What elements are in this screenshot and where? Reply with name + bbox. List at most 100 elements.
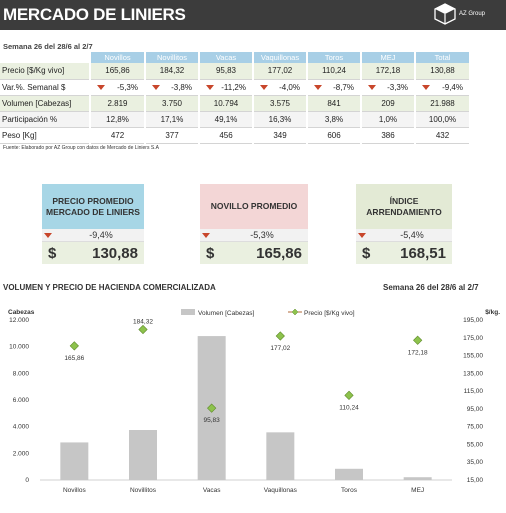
y-tick-right: 55,00 (467, 441, 484, 448)
column-header: Total (414, 52, 469, 63)
down-arrow-icon (368, 84, 376, 90)
az-group-logo-icon (434, 3, 456, 25)
y-tick-left: 12.000 (9, 317, 29, 324)
week-label: Semana 26 del 28/6 al 2/7 (3, 42, 93, 51)
row-label: Volumen [Cabezas] (0, 95, 90, 112)
table-row-variation: Var.%. Semanal $ -5,3% -3,8% -11,2% -4,0… (0, 79, 469, 96)
y-tick-left: 4.000 (13, 424, 30, 431)
volume-price-chart: Cabezas $/kg. 0 2.000 4.000 6.000 8.000 10.000 1… (8, 308, 500, 494)
table-cell: -4,0% (252, 79, 307, 96)
card-variation: -5,3% (200, 229, 308, 242)
price-data-label: 172,18 (408, 349, 428, 356)
card-variation-value: -5,3% (250, 230, 274, 240)
table-cell: 456 (198, 127, 253, 144)
y-tick-right: 115,00 (464, 388, 484, 395)
price-marker (138, 324, 148, 335)
table-cell: 386 (360, 127, 415, 144)
y-axis-right-title: $/kg. (485, 309, 500, 316)
y-tick-right: 95,00 (467, 406, 484, 413)
variation-value: -11,2% (221, 82, 246, 92)
card-variation-value: -9,4% (89, 230, 113, 240)
currency-symbol: $ (48, 244, 57, 262)
table-row-volume: Volumen [Cabezas] 2.819 3.750 10.794 3.5… (0, 95, 469, 112)
chart-title: VOLUMEN Y PRECIO DE HACIENDA COMERCIALIZ… (3, 283, 216, 292)
x-tick-label: Vacas (203, 487, 221, 494)
volume-bar (60, 442, 89, 480)
down-arrow-icon (358, 232, 366, 238)
y-tick-right: 175,00 (463, 335, 483, 342)
table-cell: -3,8% (144, 79, 199, 96)
legend-price-label: Precio [$/Kg vivo] (304, 310, 355, 317)
table-cell: 16,3% (252, 111, 307, 128)
card-caption: PRECIO PROMEDIO MERCADO DE LINIERS (42, 184, 144, 229)
market-table: Novillos Novillitos Vacas Vaquillonas To… (0, 52, 469, 144)
legend-volume-label: Volumen [Cabezas] (198, 310, 255, 317)
price-data-label: 95,83 (204, 417, 221, 424)
column-header: Vacas (198, 52, 253, 63)
y-tick-right: 15,00 (467, 477, 484, 484)
variation-value: -5,3% (117, 82, 138, 92)
table-corner (0, 52, 90, 63)
card-arrendamiento: ÍNDICE ARRENDAMIENTO -5,4% $168,51 (356, 184, 452, 264)
price-data-label: 165,86 (64, 355, 84, 362)
table-cell: 184,32 (144, 63, 199, 80)
card-novillo: NOVILLO PROMEDIO -5,3% $165,86 (200, 184, 308, 264)
header-bar: MERCADO DE LINIERS AZ Group (0, 0, 506, 30)
table-row-share: Participación % 12,8% 17,1% 49,1% 16,3% … (0, 111, 469, 128)
table-cell: 472 (89, 127, 145, 144)
card-price: $130,88 (42, 242, 144, 264)
down-arrow-icon (422, 84, 430, 90)
table-cell: 3,8% (306, 111, 361, 128)
table-row-price: Precio [$/Kg vivo] 165,86 184,32 95,83 1… (0, 63, 469, 80)
card-variation: -5,4% (356, 229, 452, 242)
card-caption: NOVILLO PROMEDIO (200, 184, 308, 229)
card-variation-value: -5,4% (400, 230, 424, 240)
table-cell: 95,83 (198, 63, 253, 80)
volume-bar (403, 477, 432, 480)
table-row-weight: Peso [Kg] 472 377 456 349 606 386 432 (0, 127, 469, 144)
table-cell: 377 (144, 127, 199, 144)
down-arrow-icon (202, 232, 210, 238)
currency-symbol: $ (362, 244, 371, 262)
price-marker (275, 331, 285, 341)
y-tick-right: 135,00 (463, 370, 483, 377)
table-cell: 349 (252, 127, 307, 144)
y-tick-right: 155,00 (463, 353, 483, 360)
variation-value: -4,0% (279, 82, 300, 92)
x-tick-label: MEJ (411, 487, 424, 494)
table-header-row: Novillos Novillitos Vacas Vaquillonas To… (0, 52, 469, 63)
down-arrow-icon (97, 84, 105, 90)
price-data-label: 177,02 (270, 345, 290, 352)
table-cell: -3,3% (360, 79, 415, 96)
variation-value: -3,3% (387, 82, 408, 92)
table-cell: 165,86 (89, 63, 145, 80)
card-price-value: 165,86 (256, 244, 302, 262)
column-header: Novillos (89, 52, 145, 63)
price-marker (344, 390, 354, 400)
variation-value: -3,8% (171, 82, 192, 92)
down-arrow-icon (152, 84, 160, 90)
y-tick-left: 0 (25, 477, 29, 484)
table-cell: -11,2% (198, 79, 253, 96)
volume-bar (335, 468, 363, 480)
table-cell: 49,1% (198, 111, 253, 128)
row-label: Precio [$/Kg vivo] (0, 63, 90, 80)
table-cell: 432 (414, 127, 469, 144)
y-tick-right: 75,00 (467, 424, 484, 431)
legend-bar-swatch (181, 309, 195, 315)
table-cell: 3.750 (144, 95, 199, 112)
brand-label: AZ Group (459, 11, 486, 17)
row-label: Var.%. Semanal $ (0, 79, 90, 96)
table-cell: 130,88 (414, 63, 469, 80)
column-header: Novillitos (144, 52, 199, 63)
row-label: Peso [Kg] (0, 127, 90, 144)
table-cell: -9,4% (414, 79, 469, 96)
page-title: MERCADO DE LINIERS (3, 5, 186, 24)
table-cell: 1,0% (360, 111, 415, 128)
down-arrow-icon (44, 232, 52, 238)
x-tick-label: Vaquillonas (264, 487, 298, 494)
table-cell: 2.819 (89, 95, 145, 112)
y-tick-left: 6.000 (13, 397, 30, 404)
price-marker (207, 403, 217, 413)
down-arrow-icon (260, 84, 268, 90)
